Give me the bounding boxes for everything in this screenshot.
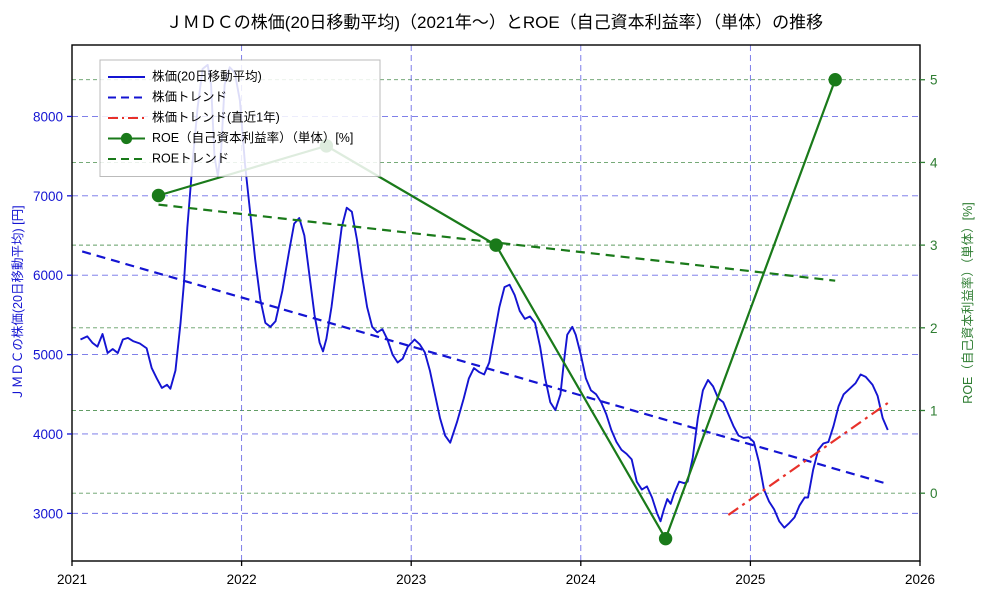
legend-label-3: ROE（自己資本利益率）（単体）[%] [152,130,353,145]
tick-label-right: 0 [930,486,938,501]
series-line-1 [81,250,889,486]
tick-label-right: 1 [930,404,938,419]
series-marker-3-0 [151,188,166,203]
tick-label-right: 3 [930,238,938,253]
plot-frame [71,44,921,562]
tick-label-left: 5000 [33,348,63,363]
page-title: ＪＭＤＣの株価(20日移動平均)（2021年〜）とROE（自己資本利益率）（単体… [165,13,824,32]
tick-label-x: 2026 [905,572,935,587]
axis-label-left: ＪＭＤＣの株価(20日移動平均) [円] [10,205,25,400]
legend-box [99,59,381,177]
tick-label-right: 2 [930,321,938,336]
tick-label-right: 5 [930,73,938,88]
legend-label-0: 株価(20日移動平均) [152,68,262,83]
tick-label-left: 6000 [33,268,63,283]
series-marker-3-3 [658,531,673,546]
tick-label-left: 7000 [33,189,63,204]
series-line-2 [727,402,889,516]
tick-label-x: 2021 [57,572,87,587]
series-marker-3-4 [828,73,842,87]
tick-label-right: 4 [930,155,938,170]
series-line-4 [158,203,836,282]
legend-label-1: 株価トレンド [152,89,227,104]
tick-label-x: 2024 [566,572,597,587]
tick-label-left: 4000 [33,427,63,442]
tick-label-left: 3000 [33,506,63,521]
legend-marker-3 [120,132,133,145]
legend-label-4: ROEトレンド [152,151,229,165]
tick-label-x: 2023 [396,572,426,587]
tick-label-x: 2022 [227,572,257,587]
tick-label-x: 2025 [735,572,765,587]
axis-label-right: ROE（自己資本利益率）（単体）[%] [960,202,975,403]
series-marker-3-2 [489,238,503,252]
legend-label-2: 株価トレンド(直近1年) [152,109,280,124]
tick-label-left: 8000 [33,109,63,124]
